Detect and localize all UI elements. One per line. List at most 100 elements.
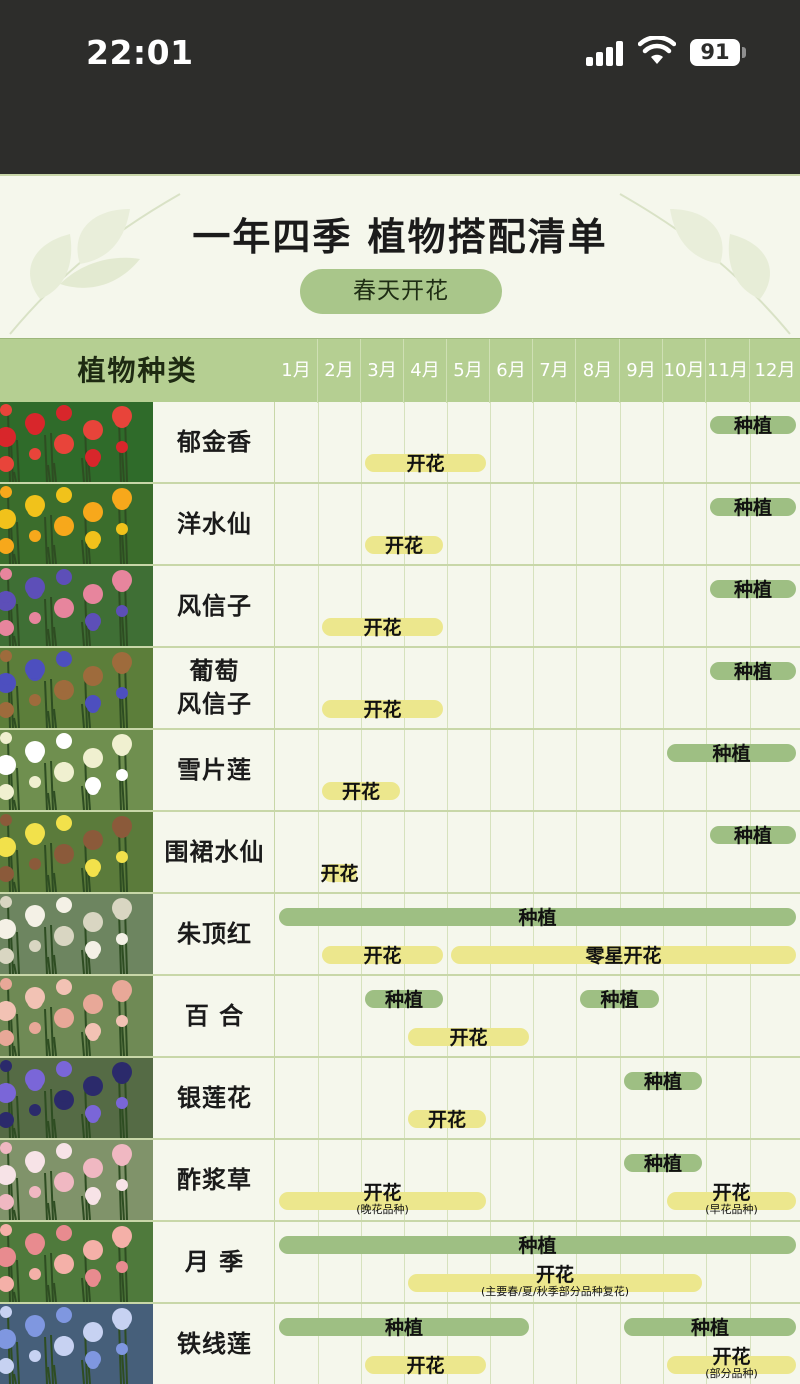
blooming-note: (主要春/夏/秋季部分品种复花) bbox=[481, 1285, 629, 1298]
plant-row: 月 季 种植 开花 (主要春/夏/秋季部分品种复花) bbox=[0, 1222, 800, 1304]
blooming-label: 开花 bbox=[363, 617, 402, 639]
month-header: 7月 bbox=[533, 339, 576, 403]
planting-bar bbox=[710, 580, 796, 598]
plant-name: 朱顶红 bbox=[155, 894, 275, 974]
blooming-bar bbox=[451, 946, 796, 964]
month-header: 8月 bbox=[576, 339, 620, 403]
month-header: 2月 bbox=[318, 339, 361, 403]
blooming-bar bbox=[365, 536, 443, 554]
plant-name: 洋水仙 bbox=[155, 484, 275, 564]
wifi-icon bbox=[638, 36, 676, 64]
plant-name: 银莲花 bbox=[155, 1058, 275, 1138]
column-header-plant-type: 植物种类 bbox=[77, 354, 198, 387]
leaf-decoration-icon bbox=[619, 193, 791, 335]
planting-label: 种植 bbox=[600, 989, 639, 1011]
planting-bar bbox=[624, 1154, 702, 1172]
blooming-label: 零星开花 bbox=[585, 945, 662, 967]
plant-name: 郁金香 bbox=[155, 402, 275, 482]
plant-name: 风信子 bbox=[155, 566, 275, 646]
blooming-bar bbox=[667, 1356, 796, 1374]
plant-photo bbox=[0, 1304, 153, 1384]
plant-photo bbox=[0, 1222, 153, 1302]
blooming-bar bbox=[322, 946, 443, 964]
blooming-label: 开花 bbox=[712, 1182, 751, 1204]
blooming-bar bbox=[408, 1028, 529, 1046]
month-header: 6月 bbox=[490, 339, 533, 403]
battery-tip bbox=[742, 47, 746, 58]
plant-row: 酢浆草 种植 开花 (晚花品种) 开花 (早花品种) bbox=[0, 1140, 800, 1222]
month-header: 12月 bbox=[754, 360, 796, 381]
table-header: 植物种类 1月 2月 3月 4月 5月 6月 7月 8月 9月 10月 11月 12月 bbox=[0, 338, 800, 403]
blooming-label: 开花 bbox=[449, 1027, 488, 1049]
plant-photo bbox=[0, 894, 153, 974]
plant-name: 酢浆草 bbox=[155, 1140, 275, 1220]
blooming-bar bbox=[279, 1192, 486, 1210]
blooming-bar bbox=[408, 1110, 486, 1128]
planting-label: 种植 bbox=[643, 1153, 683, 1175]
blooming-bar bbox=[408, 1274, 702, 1292]
plant-photo bbox=[0, 648, 153, 728]
status-bar: 22:01 91 bbox=[0, 0, 800, 174]
blooming-label: 开花 bbox=[406, 1355, 445, 1377]
blooming-bar bbox=[322, 618, 443, 636]
plant-photo bbox=[0, 730, 153, 810]
blooming-label: 开花 bbox=[535, 1264, 575, 1286]
planting-bar bbox=[710, 662, 796, 680]
planting-bar bbox=[279, 1236, 796, 1254]
blooming-note: (早花品种) bbox=[705, 1203, 758, 1216]
planting-label: 种植 bbox=[733, 825, 773, 847]
planting-bar bbox=[624, 1318, 796, 1336]
planting-label: 种植 bbox=[384, 989, 424, 1011]
month-header: 11月 bbox=[706, 339, 750, 403]
planting-bar bbox=[710, 826, 796, 844]
month-header: 4月 bbox=[404, 339, 447, 403]
blooming-bar bbox=[322, 700, 443, 718]
blooming-label: 开花 bbox=[363, 699, 402, 721]
planting-bar bbox=[710, 498, 796, 516]
blooming-bar bbox=[667, 1192, 796, 1210]
planting-label: 种植 bbox=[733, 497, 773, 519]
planting-label: 种植 bbox=[690, 1317, 730, 1339]
blooming-bar bbox=[365, 1356, 486, 1374]
planting-label: 种植 bbox=[518, 1235, 557, 1257]
blooming-note: (晚花品种) bbox=[356, 1203, 409, 1216]
planting-bar bbox=[580, 990, 659, 1008]
blooming-bar bbox=[322, 782, 400, 800]
plant-row: 洋水仙 种植 开花 bbox=[0, 484, 800, 566]
month-header: 3月 bbox=[361, 339, 404, 403]
poster-title: 一年四季 植物搭配清单 bbox=[192, 215, 608, 259]
plant-name: 雪片莲 bbox=[155, 730, 275, 810]
blooming-label: 开花 bbox=[320, 863, 359, 885]
plant-name: 葡萄 风信子 bbox=[155, 648, 275, 728]
plant-row: 银莲花 种植 开花 bbox=[0, 1058, 800, 1140]
season-tag: 春天开花 bbox=[300, 269, 502, 314]
planting-bar bbox=[710, 416, 796, 434]
planting-label: 种植 bbox=[518, 907, 557, 929]
plant-row: 郁金香 种植开花 bbox=[0, 402, 800, 484]
plant-photo bbox=[0, 812, 153, 892]
schedule-grid: 郁金香 种植 开花 洋水仙 种植 开花 风信子 种植 开花 葡萄 风信子 种植 开花 雪片莲 种植 开花 围裙… bbox=[0, 402, 800, 1384]
blooming-label: 开花 bbox=[363, 1182, 402, 1204]
month-header: 10月 bbox=[663, 339, 706, 403]
month-header: 9月 bbox=[620, 339, 663, 403]
leaf-decoration-icon bbox=[9, 193, 181, 335]
planting-bar bbox=[365, 990, 443, 1008]
blooming-bar bbox=[365, 454, 486, 472]
plant-photo bbox=[0, 976, 153, 1056]
plant-photo bbox=[0, 484, 153, 564]
plant-name: 围裙水仙 bbox=[155, 812, 275, 892]
cellular-signal-icon bbox=[586, 40, 626, 66]
planting-bar bbox=[279, 908, 796, 926]
blooming-label: 开花 bbox=[712, 1346, 751, 1368]
plant-row: 雪片莲 种植 开花 bbox=[0, 730, 800, 812]
blooming-label: 开花 bbox=[406, 453, 445, 475]
planting-label: 种植 bbox=[733, 415, 773, 437]
month-header: 1月 bbox=[275, 339, 318, 403]
planting-bar bbox=[279, 1318, 529, 1336]
plant-photo bbox=[0, 1140, 153, 1220]
plant-calendar-poster: 一年四季 植物搭配清单 春天开花 植物种类 1月 2月 3月 4月 5月 6月 7月 8月 9月… bbox=[0, 174, 800, 1384]
planting-label: 种植 bbox=[733, 661, 773, 683]
planting-label: 种植 bbox=[643, 1071, 683, 1093]
status-time: 22:01 bbox=[86, 33, 194, 72]
planting-label: 种植 bbox=[384, 1317, 424, 1339]
